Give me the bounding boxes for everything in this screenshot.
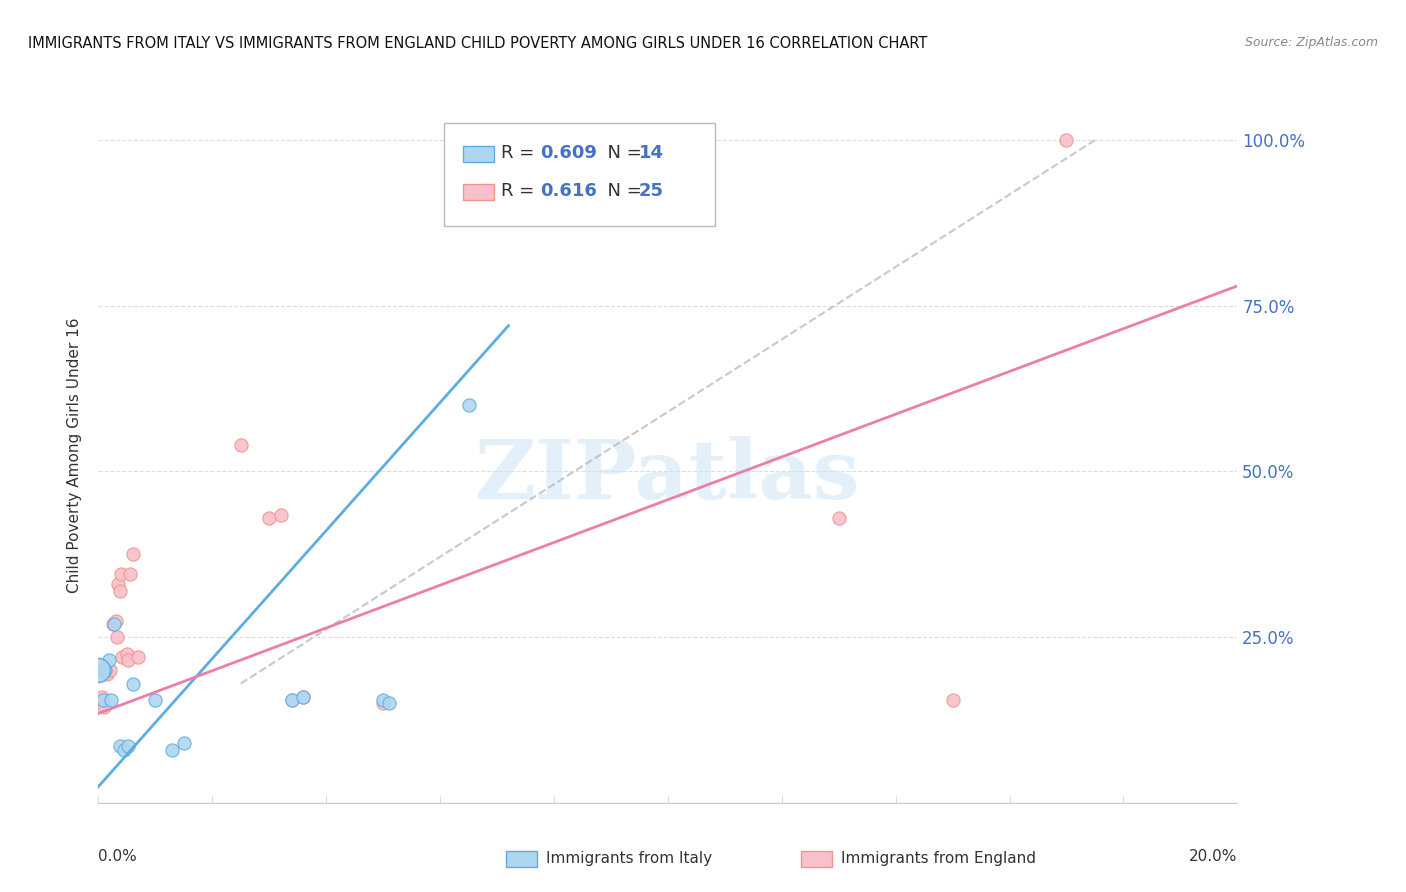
Point [101, 616, 124, 631]
Text: 20.0%: 20.0% [1189, 849, 1237, 864]
Point [292, 690, 315, 704]
Point [89, 663, 111, 677]
Point [378, 697, 401, 711]
Point [457, 398, 479, 412]
Text: N =: N = [596, 145, 648, 162]
Point [111, 650, 134, 665]
Point [259, 511, 281, 525]
Point [94, 663, 117, 677]
Point [96, 666, 118, 681]
Text: 25: 25 [638, 182, 664, 200]
Point [93, 699, 115, 714]
Y-axis label: Child Poverty Among Girls Under 16: Child Poverty Among Girls Under 16 [67, 318, 83, 592]
Point [90, 697, 112, 711]
Point [145, 693, 167, 707]
Text: Source: ZipAtlas.com: Source: ZipAtlas.com [1244, 36, 1378, 49]
Point [118, 567, 141, 582]
Point [281, 693, 304, 707]
Point [107, 577, 129, 591]
Point [105, 630, 128, 644]
Point [91, 690, 114, 704]
Point [127, 650, 149, 665]
Point [828, 511, 851, 525]
Point [121, 676, 143, 690]
Text: 0.616: 0.616 [540, 182, 598, 200]
Point [103, 616, 125, 631]
Text: R =: R = [501, 182, 540, 200]
Point [110, 567, 132, 582]
Point [98, 663, 121, 677]
Point [371, 697, 394, 711]
Point [112, 743, 135, 757]
Text: Immigrants from England: Immigrants from England [841, 851, 1036, 865]
Text: Immigrants from Italy: Immigrants from Italy [546, 851, 711, 865]
Point [117, 653, 139, 667]
Text: R =: R = [501, 145, 540, 162]
Point [100, 693, 122, 707]
Text: N =: N = [596, 182, 648, 200]
Point [1056, 133, 1078, 147]
Text: 0.0%: 0.0% [98, 849, 138, 864]
Text: 14: 14 [638, 145, 664, 162]
Point [229, 438, 252, 452]
Point [104, 614, 127, 628]
Point [281, 693, 304, 707]
Point [270, 508, 292, 522]
Point [371, 693, 394, 707]
Point [97, 653, 120, 667]
Text: 0.609: 0.609 [540, 145, 598, 162]
Point [162, 743, 184, 757]
Point [121, 547, 143, 561]
Point [292, 690, 315, 704]
Point [117, 739, 139, 754]
Point [87, 663, 110, 677]
Point [91, 693, 114, 707]
Text: ZIPatlas: ZIPatlas [475, 436, 860, 516]
Point [115, 647, 138, 661]
Point [486, 186, 509, 201]
Point [108, 583, 131, 598]
Point [942, 693, 965, 707]
Point [108, 739, 131, 754]
Text: IMMIGRANTS FROM ITALY VS IMMIGRANTS FROM ENGLAND CHILD POVERTY AMONG GIRLS UNDER: IMMIGRANTS FROM ITALY VS IMMIGRANTS FROM… [28, 36, 928, 51]
Point [173, 736, 195, 750]
